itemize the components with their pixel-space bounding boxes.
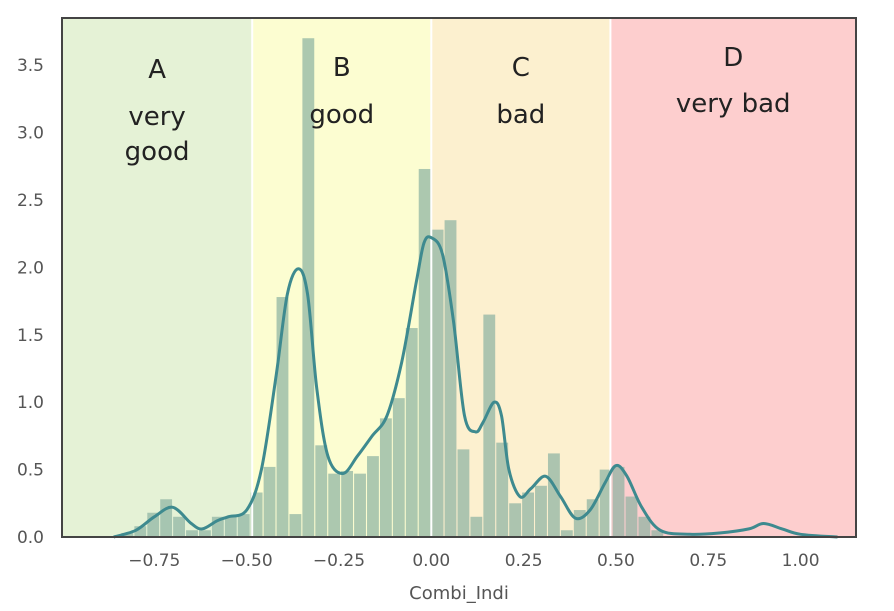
kde-line <box>113 235 838 539</box>
histogram-bar <box>134 526 147 537</box>
zone-backgrounds <box>62 18 856 537</box>
histogram-bar <box>211 516 224 537</box>
x-tick-label: 0.75 <box>689 551 727 571</box>
histogram-bar <box>522 492 534 537</box>
histogram-bar <box>612 466 625 537</box>
x-axis-ticks: −0.75 −0.50 −0.25 0.00 0.25 0.50 0.75 1.00 <box>128 551 819 571</box>
histogram-bar <box>276 297 289 537</box>
histogram-bar <box>328 473 341 537</box>
histogram-bar <box>560 530 573 537</box>
y-axis-ticks: 0.0 0.5 1.0 1.5 2.0 2.5 3.0 3.5 <box>17 56 44 548</box>
histogram-bar <box>638 516 651 537</box>
histogram-bar <box>367 456 379 537</box>
y-tick-label: 0.0 <box>17 528 44 548</box>
histogram-bar <box>392 398 405 537</box>
histogram-bar <box>470 516 483 537</box>
histogram-bar <box>224 516 237 537</box>
histogram-bar <box>354 473 366 537</box>
histogram-bar <box>444 220 457 537</box>
plot-frame <box>61 17 857 538</box>
y-tick-label: 1.0 <box>17 393 44 413</box>
histogram-bar <box>483 314 496 537</box>
histogram-bar <box>263 466 276 537</box>
histogram-bar <box>405 328 418 537</box>
zone-a-label: very <box>128 102 185 132</box>
y-tick-label: 0.5 <box>17 461 44 481</box>
histogram-bar <box>147 512 160 537</box>
histogram-bar <box>173 516 185 537</box>
zone-c-label: bad <box>496 100 545 130</box>
histogram-bar <box>121 532 134 537</box>
x-tick-label: −0.50 <box>221 551 273 571</box>
histogram-bar <box>186 530 198 537</box>
x-axis-title: Combi_Indi <box>409 583 509 604</box>
zone-d-letter: D <box>723 43 743 73</box>
zone-b-label: good <box>309 100 374 130</box>
zone-dividers <box>251 18 612 537</box>
histogram-bar <box>250 492 263 537</box>
histogram-bar <box>509 503 522 537</box>
histogram-bar <box>625 496 638 537</box>
zone-d-background <box>610 18 856 537</box>
x-tick-label: 1.00 <box>782 551 820 571</box>
x-tick-label: 0.50 <box>597 551 635 571</box>
zone-d-label: very bad <box>676 89 791 119</box>
histogram-bar <box>547 453 560 537</box>
y-tick-label: 2.5 <box>17 191 44 211</box>
histogram-bar <box>315 445 328 537</box>
zone-b-letter: B <box>333 53 351 83</box>
kde-curve <box>113 235 838 539</box>
histogram-bar <box>599 469 612 537</box>
histogram-bar <box>431 229 444 537</box>
zone-c-letter: C <box>512 53 530 83</box>
histogram-bar <box>418 168 431 537</box>
histogram-bar <box>379 418 392 537</box>
histogram-bar <box>496 442 509 537</box>
histogram-bar <box>586 499 599 537</box>
x-tick-label: 0.00 <box>412 551 450 571</box>
histogram-bar <box>457 449 470 537</box>
histogram-bar <box>198 530 211 537</box>
histogram-bar <box>341 470 354 537</box>
histogram-bar <box>651 530 664 537</box>
histogram-bar <box>573 510 586 537</box>
y-tick-label: 3.5 <box>17 56 44 76</box>
histogram-bar <box>302 38 315 538</box>
x-tick-label: −0.75 <box>128 551 180 571</box>
x-tick-label: 0.25 <box>505 551 543 571</box>
x-tick-label: −0.25 <box>313 551 365 571</box>
histogram-bar <box>237 514 250 537</box>
histogram-bar <box>289 514 302 537</box>
y-tick-label: 2.0 <box>17 258 44 278</box>
histogram-bars <box>121 38 664 538</box>
zone-a-letter: A <box>148 55 166 85</box>
zone-a-background <box>62 18 253 537</box>
y-tick-label: 1.5 <box>17 326 44 346</box>
histogram-bar <box>160 499 173 537</box>
zone-a-label: good <box>125 137 190 167</box>
y-tick-label: 3.0 <box>17 124 44 144</box>
histogram-bar <box>535 485 547 537</box>
